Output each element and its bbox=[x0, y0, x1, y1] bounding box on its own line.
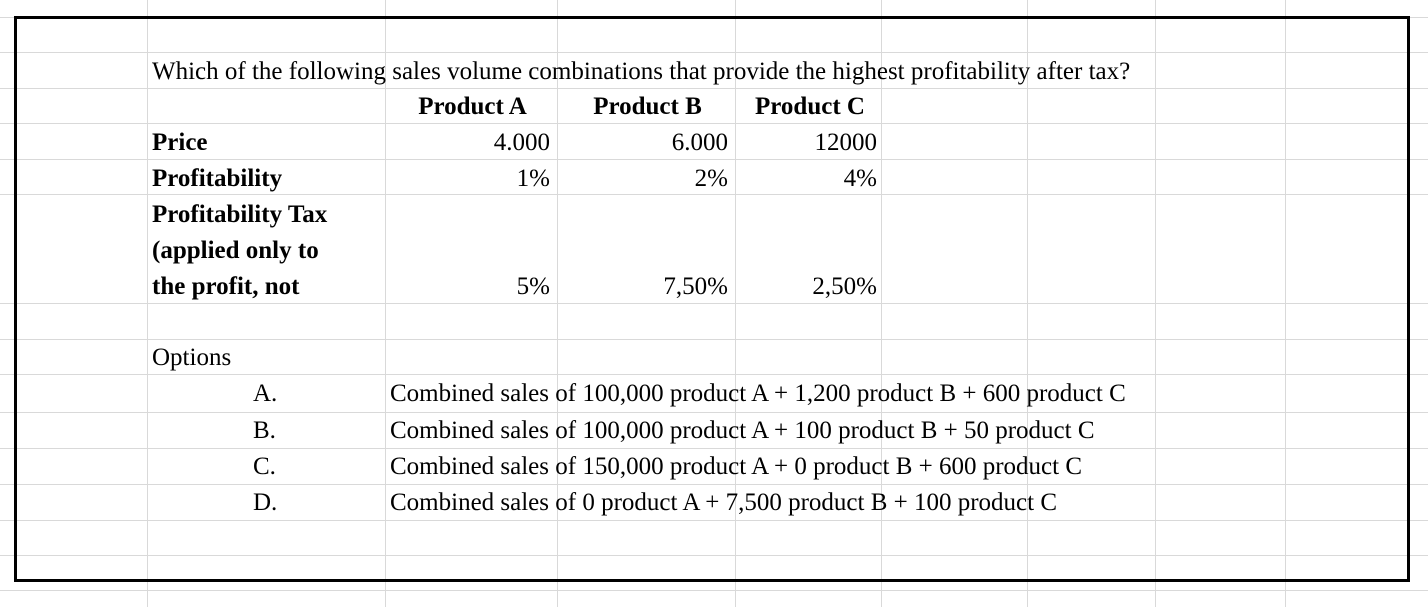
grid-row-line bbox=[0, 339, 1428, 340]
row-label-profitability: Profitability bbox=[152, 165, 283, 192]
tax-product-b: 7,50% bbox=[663, 273, 728, 300]
price-product-b: 6.000 bbox=[671, 129, 728, 156]
header-product-c: Product C bbox=[755, 93, 865, 120]
row-label-price: Price bbox=[152, 129, 208, 156]
option-d-text: Combined sales of 0 product A + 7,500 pr… bbox=[390, 489, 1058, 516]
profitability-product-a: 1% bbox=[516, 165, 550, 192]
profitability-product-b: 2% bbox=[694, 165, 728, 192]
profitability-product-c: 4% bbox=[843, 165, 877, 192]
question-text: Which of the following sales volume comb… bbox=[152, 58, 1131, 85]
tax-product-c: 2,50% bbox=[812, 273, 877, 300]
price-product-c: 12000 bbox=[814, 129, 878, 156]
grid-row-line bbox=[0, 159, 1428, 160]
header-product-a: Product A bbox=[418, 93, 527, 120]
option-c-letter: C. bbox=[253, 453, 276, 480]
option-b-text: Combined sales of 100,000 product A + 10… bbox=[390, 417, 1095, 444]
border-frame bbox=[14, 16, 1410, 582]
tax-product-a: 5% bbox=[516, 273, 550, 300]
grid-row-line bbox=[0, 123, 1428, 124]
grid-row-line bbox=[0, 52, 1428, 53]
row-label-tax-line3: the profit, not bbox=[152, 273, 300, 300]
price-product-a: 4.000 bbox=[493, 129, 550, 156]
option-c-text: Combined sales of 150,000 product A + 0 … bbox=[390, 453, 1083, 480]
option-b-letter: B. bbox=[253, 417, 276, 444]
option-a-text: Combined sales of 100,000 product A + 1,… bbox=[390, 380, 1126, 407]
grid-row-line bbox=[0, 412, 1428, 413]
grid-row-line bbox=[0, 484, 1428, 485]
row-label-tax-line1: Profitability Tax bbox=[152, 201, 328, 228]
options-title: Options bbox=[152, 344, 232, 371]
row-label-tax-line2: (applied only to bbox=[152, 237, 319, 264]
grid-row-line bbox=[0, 374, 1428, 375]
grid-row-line bbox=[0, 194, 1428, 195]
grid-row-line bbox=[0, 555, 1428, 556]
grid-row-line bbox=[0, 88, 1428, 89]
grid-row-line bbox=[0, 448, 1428, 449]
grid-row-line bbox=[0, 303, 1428, 304]
option-a-letter: A. bbox=[253, 380, 278, 407]
grid-row-line bbox=[0, 590, 1428, 591]
header-product-b: Product B bbox=[593, 93, 702, 120]
grid-row-line bbox=[0, 520, 1428, 521]
option-d-letter: D. bbox=[253, 489, 278, 516]
